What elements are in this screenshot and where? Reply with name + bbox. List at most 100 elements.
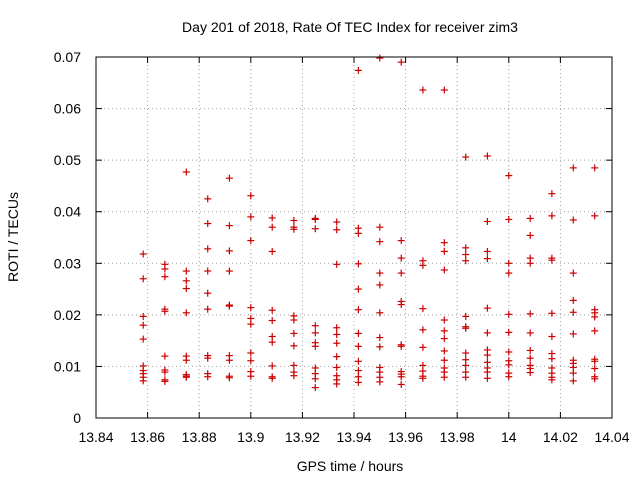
data-point <box>526 329 534 337</box>
data-point <box>462 373 470 381</box>
data-point <box>268 223 276 231</box>
grid-lines <box>96 57 612 418</box>
data-point <box>268 317 276 325</box>
data-point <box>204 289 212 297</box>
data-point <box>376 281 384 289</box>
data-point <box>548 212 556 220</box>
data-point <box>591 327 599 335</box>
x-tick-label: 14 <box>501 429 517 445</box>
data-point <box>419 86 427 94</box>
data-point <box>161 307 169 315</box>
data-point <box>397 301 405 309</box>
data-point <box>333 218 341 226</box>
data-point <box>440 335 448 343</box>
data-point <box>591 313 599 321</box>
data-point <box>182 267 190 275</box>
data-point <box>268 374 276 382</box>
data-point <box>569 308 577 316</box>
data-point <box>505 310 513 318</box>
data-point <box>397 237 405 245</box>
x-tick-labels: 13.84 13.86 13.88 13.9 13.92 13.94 13.96 13.98 1… <box>78 429 629 445</box>
data-point <box>333 324 341 332</box>
data-point <box>591 364 599 372</box>
data-point <box>526 259 534 267</box>
data-point <box>247 213 255 221</box>
data-point <box>419 261 427 269</box>
x-tick-label: 14.04 <box>594 429 629 445</box>
y-tick-label: 0.03 <box>54 255 81 271</box>
data-point <box>505 215 513 223</box>
data-point <box>526 354 534 362</box>
data-point <box>548 309 556 317</box>
data-point <box>505 373 513 381</box>
data-point <box>161 352 169 360</box>
data-point <box>397 380 405 388</box>
data-point <box>591 375 599 383</box>
data-point <box>569 296 577 304</box>
data-point <box>161 368 169 376</box>
data-point <box>483 304 491 312</box>
data-point <box>290 216 298 224</box>
data-point <box>483 329 491 337</box>
data-point <box>397 58 405 66</box>
data-point <box>311 342 319 350</box>
data-point <box>204 245 212 253</box>
data-point <box>247 304 255 312</box>
data-point <box>483 247 491 255</box>
data-point <box>462 324 470 332</box>
y-tick-label: 0 <box>73 410 81 426</box>
data-point <box>139 335 147 343</box>
data-point <box>290 342 298 350</box>
x-tick-label: 13.9 <box>237 429 264 445</box>
data-point <box>354 357 362 365</box>
y-axis-label: ROTI / TECUs <box>5 192 21 282</box>
y-tick-label: 0.01 <box>54 358 81 374</box>
data-point <box>526 346 534 354</box>
data-point <box>505 269 513 277</box>
data-point <box>311 384 319 392</box>
data-point <box>440 266 448 274</box>
data-point <box>526 214 534 222</box>
data-point <box>290 361 298 369</box>
data-point <box>376 223 384 231</box>
data-point <box>290 372 298 380</box>
y-tick-label: 0.04 <box>54 204 81 220</box>
data-point <box>333 380 341 388</box>
y-tick-label: 0.05 <box>54 152 81 168</box>
data-point <box>548 333 556 341</box>
y-tick-label: 0.02 <box>54 307 81 323</box>
data-point <box>462 244 470 252</box>
data-point <box>225 174 233 182</box>
x-tick-label: 13.84 <box>78 429 113 445</box>
data-point <box>397 269 405 277</box>
data-point <box>462 349 470 357</box>
data-point <box>333 363 341 371</box>
data-point <box>247 192 255 200</box>
data-point <box>397 254 405 262</box>
data-point <box>440 356 448 364</box>
data-point <box>505 348 513 356</box>
data-points <box>139 54 599 392</box>
x-axis-label: GPS time / hours <box>297 458 404 474</box>
data-point <box>526 310 534 318</box>
data-point <box>161 265 169 273</box>
data-point <box>505 172 513 180</box>
data-point <box>354 378 362 386</box>
data-point <box>548 355 556 363</box>
data-point <box>204 267 212 275</box>
data-point <box>376 269 384 277</box>
data-point <box>526 369 534 377</box>
data-point <box>354 229 362 237</box>
data-point <box>354 342 362 350</box>
data-point <box>440 347 448 355</box>
data-point <box>462 257 470 265</box>
x-tick-label: 13.94 <box>336 429 371 445</box>
data-point <box>591 212 599 220</box>
data-point <box>333 353 341 361</box>
data-point <box>569 330 577 338</box>
data-point <box>483 152 491 160</box>
data-point <box>225 267 233 275</box>
data-point <box>247 357 255 365</box>
data-point <box>569 216 577 224</box>
data-point <box>440 316 448 324</box>
